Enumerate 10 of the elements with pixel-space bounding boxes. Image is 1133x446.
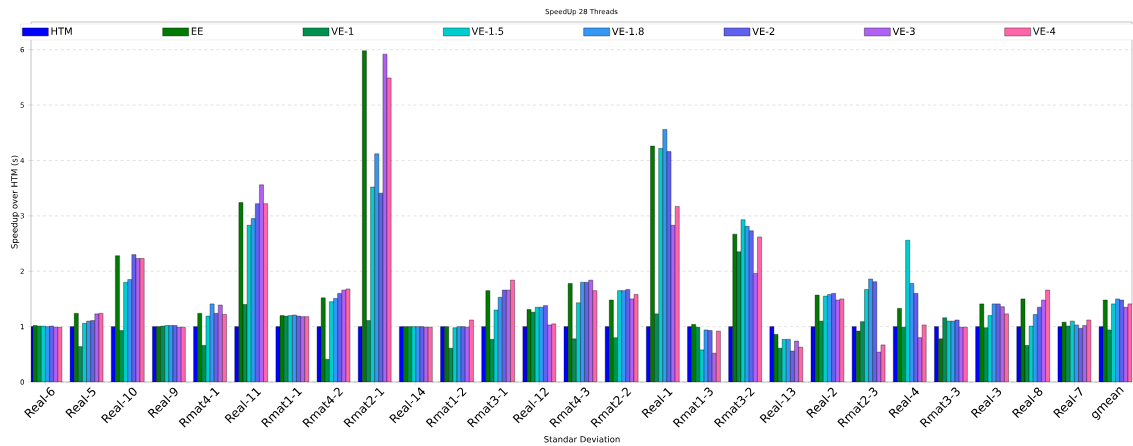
- legend-label: VE-4: [1032, 27, 1056, 35]
- legend-label: VE-1.8: [611, 27, 644, 36]
- legend-label: VE-1: [331, 27, 354, 35]
- legend-label: VE-3: [892, 27, 915, 36]
- legend-label: EE: [191, 27, 203, 35]
- legend-label: HTM: [51, 27, 72, 35]
- legend-label: VE-1.5: [471, 27, 504, 35]
- x-axis-title: Standar Deviation: [544, 435, 620, 443]
- y-axis-title: Speedup over HTM (s): [11, 155, 20, 249]
- legend-label: VE-2: [752, 27, 775, 35]
